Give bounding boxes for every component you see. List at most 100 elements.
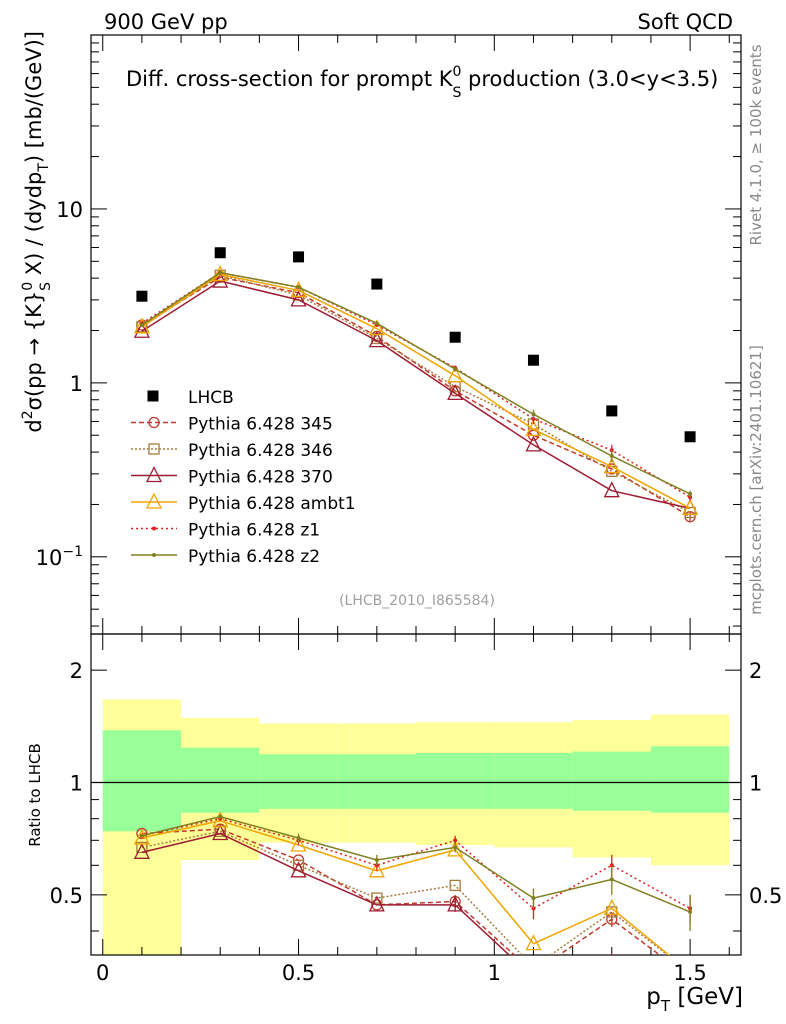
y-tick-label-base: 10 [56, 198, 83, 222]
mc-point [682, 498, 699, 515]
ratio-band-inner-4 [416, 752, 495, 809]
ratio-point [525, 934, 542, 951]
mc-point [603, 457, 620, 474]
ratio-series-3 [133, 811, 671, 955]
mc-point [447, 366, 464, 383]
mc-point [133, 321, 150, 338]
ratio-point [290, 861, 307, 878]
ratio-point [528, 967, 538, 977]
lhcb-data-point [293, 251, 305, 263]
mc-line-4 [141, 271, 691, 498]
ratio-line-3 [141, 819, 671, 955]
mc-line-5 [141, 271, 691, 495]
mc-point [684, 506, 696, 519]
legend-marker-lhcb [147, 390, 159, 402]
ratio-series-5 [139, 814, 693, 932]
legend-marker-5 [152, 553, 156, 557]
mc-point [296, 285, 301, 290]
lhcb-data-point [371, 278, 383, 290]
x-tick-label: 1 [488, 961, 501, 985]
ratio-series-group [133, 811, 693, 977]
legend-label-0: Pythia 6.428 345 [188, 415, 333, 435]
mc-line-2 [141, 280, 691, 510]
ratio-y-tick-label-left: 2 [70, 659, 83, 683]
mc-point [139, 323, 144, 328]
legend-marker-2 [145, 466, 163, 483]
y-axis-label: d2σ(pp → {K}0 S X) / (dydpT) [mb/(GeV)] [20, 31, 54, 433]
mc-point [453, 367, 458, 372]
ratio-band-inner-0 [102, 730, 182, 832]
y-axis-label-sub: S [38, 282, 54, 291]
y-axis-label-part: σ(pp → {K} [22, 291, 46, 411]
legend-label-3: Pythia 6.428 ambt1 [188, 494, 356, 514]
legend-marker-4 [152, 526, 156, 531]
ratio-point [453, 845, 458, 850]
ratio-band-inner-7 [650, 746, 730, 813]
x-axis-label-unit: [GeV] [670, 984, 743, 1010]
ratio-panel: 0 0.5 1 1.5 0.5 0.5 1 1 2 2 Ratio to LHCB pT [GeV] [26, 633, 782, 1015]
ratio-point [133, 828, 150, 845]
chart-title-sub: S [452, 85, 461, 101]
ratio-line-1 [141, 830, 669, 955]
ratio-y-tick-label-right: 0.5 [749, 884, 782, 908]
mc-point [133, 317, 150, 334]
ratio-y-axis-label: Ratio to LHCB [26, 743, 44, 847]
mc-point [290, 290, 307, 307]
mc-point [218, 270, 223, 275]
legend-label-5: Pythia 6.428 z2 [188, 547, 320, 567]
mc-line-3 [141, 273, 691, 509]
lhcb-data-series [136, 247, 696, 443]
y-axis-label-part: X) / (dydp [22, 172, 46, 282]
lhcb-data-point [527, 354, 539, 366]
ratio-point [136, 827, 148, 840]
legend-label-1: Pythia 6.428 346 [188, 441, 333, 461]
y-tick-label: 10 [56, 198, 83, 222]
ratio-y-tick-label-left: 0.5 [50, 884, 83, 908]
legend-marker-1 [148, 443, 160, 455]
analysis-label: (LHCB_2010_I865584) [339, 593, 495, 609]
chart-title-sup: 0 [453, 64, 462, 80]
ratio-line-0 [141, 828, 661, 955]
y-axis-label-part: ) [mb/(GeV)] [22, 31, 46, 163]
mc-line-0 [141, 276, 691, 518]
mcplots-site-label: mcplots.cern.ch [arXiv:2401.10621] [747, 345, 765, 615]
mc-point [525, 435, 542, 452]
mc-point [447, 383, 464, 401]
ratio-point [212, 824, 229, 841]
ratio-point [371, 892, 383, 904]
ratio-point [133, 842, 150, 859]
ratio-band-inner-2 [259, 754, 338, 809]
y-tick-label-base: 10 [36, 546, 63, 570]
x-axis-label-main: p [646, 984, 661, 1010]
lhcb-data-point [606, 405, 618, 417]
ratio-line-5 [141, 815, 691, 913]
ratio-point [449, 879, 461, 892]
mc-series-5 [139, 270, 693, 498]
mc-point [374, 321, 379, 326]
mc-point [531, 412, 536, 417]
x-axis-label-sub: T [660, 997, 671, 1015]
mc-point [609, 453, 614, 458]
x-axis-label: pT [GeV] [646, 984, 743, 1015]
ratio-y-tick-label-right: 2 [749, 659, 762, 683]
legend: LHCB Pythia 6.428 345 Pythia 6.428 346 Pyth… [131, 388, 356, 567]
y-tick-label-exp: −1 [62, 544, 83, 560]
y-axis-label-sub: T [36, 163, 52, 173]
lhcb-data-point [136, 290, 148, 302]
chart-title: Diff. cross-section for prompt K0 S produ… [126, 64, 718, 101]
ratio-point [688, 909, 693, 914]
main-frame [90, 34, 742, 635]
ratio-series-2 [133, 824, 613, 955]
legend-marker-3 [145, 492, 163, 509]
ratio-point [368, 861, 385, 878]
mc-point [603, 481, 620, 498]
ratio-point [218, 814, 223, 819]
legend-marker-0 [148, 416, 160, 429]
mc-point [368, 331, 385, 348]
y-tick-label: 10−1 [36, 544, 83, 570]
lhcb-data-point [449, 331, 461, 343]
ratio-y-tick-label-left: 1 [70, 772, 83, 796]
mc-point [525, 419, 542, 437]
ratio-point [447, 895, 464, 912]
